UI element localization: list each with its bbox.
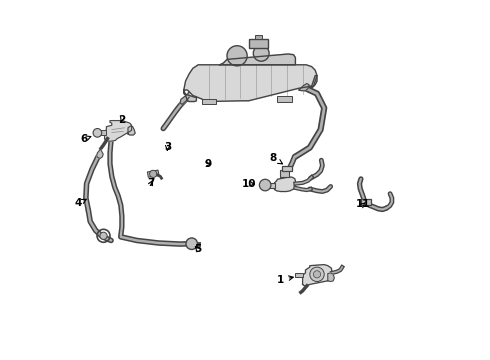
Bar xyxy=(248,39,269,48)
Polygon shape xyxy=(104,121,132,141)
Circle shape xyxy=(149,170,157,177)
Text: 1: 1 xyxy=(277,275,293,285)
Text: 9: 9 xyxy=(205,159,212,169)
Text: 11: 11 xyxy=(356,199,370,210)
Polygon shape xyxy=(274,177,295,192)
Polygon shape xyxy=(184,90,196,102)
Circle shape xyxy=(186,238,197,249)
Text: 3: 3 xyxy=(164,142,171,152)
Polygon shape xyxy=(303,265,332,286)
Bar xyxy=(282,166,292,171)
Circle shape xyxy=(259,179,271,191)
Polygon shape xyxy=(310,76,317,88)
Polygon shape xyxy=(328,273,334,282)
Text: 4: 4 xyxy=(75,198,86,208)
Bar xyxy=(361,199,371,205)
Bar xyxy=(147,170,159,177)
Circle shape xyxy=(310,267,324,282)
Bar xyxy=(202,99,216,104)
Polygon shape xyxy=(128,126,135,135)
Circle shape xyxy=(93,129,102,137)
Polygon shape xyxy=(299,84,309,91)
Polygon shape xyxy=(97,149,103,158)
Circle shape xyxy=(227,46,247,66)
Bar xyxy=(98,130,106,135)
Bar xyxy=(280,170,289,177)
Text: 8: 8 xyxy=(269,153,282,164)
Text: 10: 10 xyxy=(242,179,257,189)
Text: 7: 7 xyxy=(147,178,155,188)
Polygon shape xyxy=(220,54,295,65)
Polygon shape xyxy=(180,92,189,104)
Text: 6: 6 xyxy=(80,134,91,144)
Bar xyxy=(266,183,275,188)
Polygon shape xyxy=(184,65,317,102)
Circle shape xyxy=(100,232,107,239)
Text: 5: 5 xyxy=(194,244,201,254)
Bar xyxy=(255,35,262,39)
Circle shape xyxy=(314,271,320,278)
Circle shape xyxy=(253,45,269,61)
Text: 2: 2 xyxy=(118,114,125,125)
Bar xyxy=(294,273,303,277)
Bar xyxy=(277,96,292,102)
